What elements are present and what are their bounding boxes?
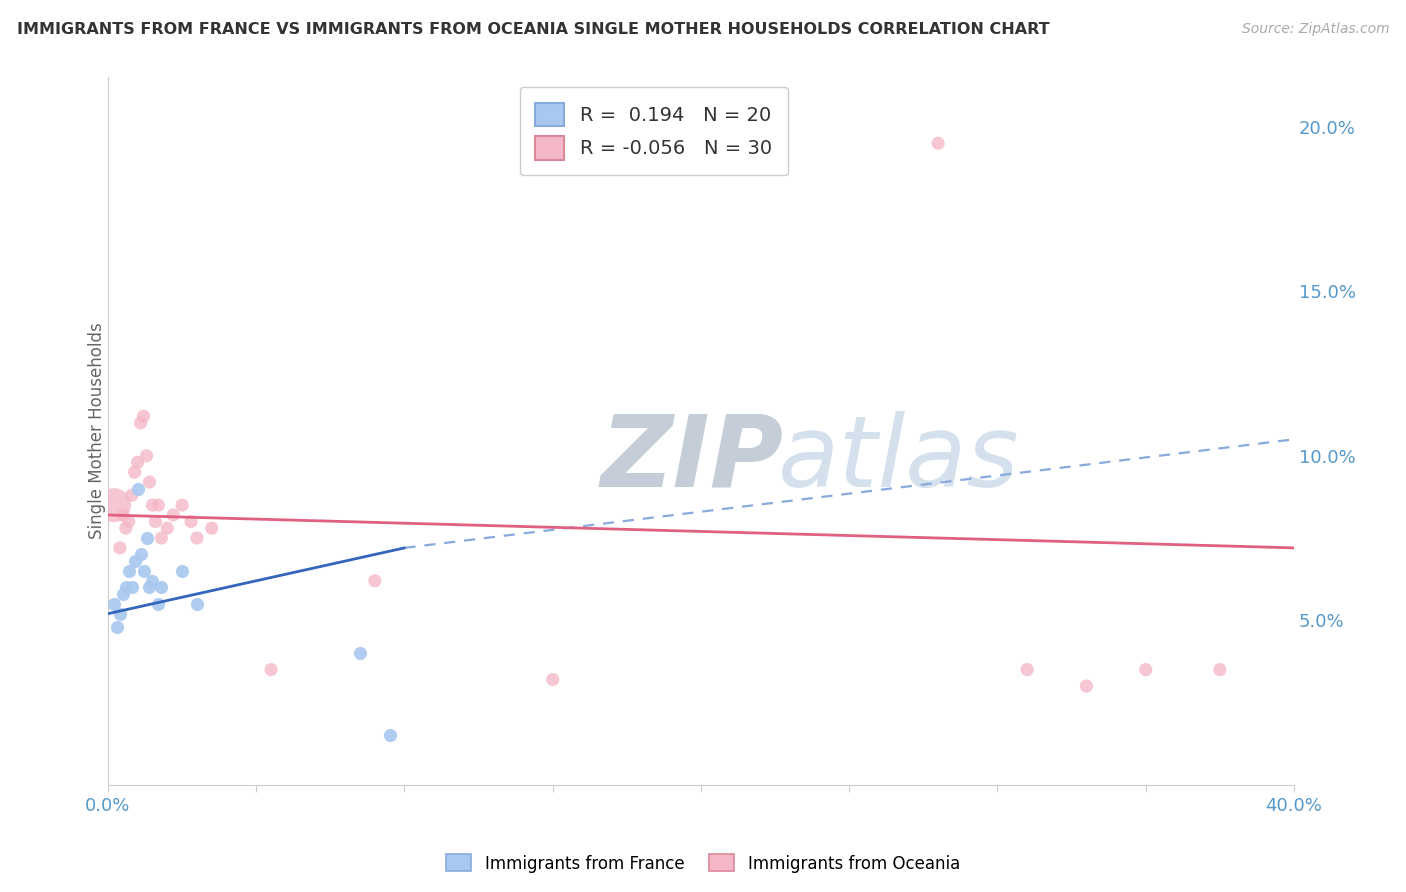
Point	[1076, 679, 1098, 693]
Text: Source: ZipAtlas.com: Source: ZipAtlas.com	[1241, 22, 1389, 37]
Point	[108, 607, 131, 621]
Point	[111, 587, 134, 601]
Point	[138, 580, 160, 594]
Point	[135, 449, 157, 463]
Point	[541, 673, 564, 687]
Point	[103, 498, 125, 512]
Text: atlas: atlas	[778, 411, 1019, 508]
Point	[172, 498, 194, 512]
Point	[129, 548, 152, 562]
Point	[124, 465, 146, 479]
Point	[364, 574, 387, 588]
Point	[172, 564, 194, 578]
Point	[132, 409, 155, 424]
Point	[108, 541, 131, 555]
Point	[121, 580, 143, 594]
Point	[180, 515, 202, 529]
Point	[141, 498, 163, 512]
Legend: R =  0.194   N = 20, R = -0.056   N = 30: R = 0.194 N = 20, R = -0.056 N = 30	[520, 87, 787, 176]
Point	[186, 531, 208, 545]
Point	[138, 475, 160, 489]
Point	[127, 455, 149, 469]
Point	[127, 482, 149, 496]
Point	[927, 136, 949, 151]
Point	[201, 521, 224, 535]
Point	[156, 521, 179, 535]
Point	[118, 515, 141, 529]
Point	[378, 728, 401, 742]
Point	[150, 580, 173, 594]
Point	[114, 521, 136, 535]
Point	[114, 580, 136, 594]
Point	[135, 531, 157, 545]
Point	[162, 508, 184, 522]
Point	[121, 488, 143, 502]
Point	[260, 663, 283, 677]
Point	[150, 531, 173, 545]
Point	[111, 508, 134, 522]
Point	[105, 620, 128, 634]
Point	[124, 554, 146, 568]
Point	[103, 597, 125, 611]
Legend: Immigrants from France, Immigrants from Oceania: Immigrants from France, Immigrants from …	[440, 847, 966, 880]
Point	[1135, 663, 1157, 677]
Point	[349, 646, 371, 660]
Point	[1209, 663, 1232, 677]
Point	[132, 564, 155, 578]
Point	[145, 515, 167, 529]
Y-axis label: Single Mother Households: Single Mother Households	[89, 323, 105, 540]
Point	[118, 564, 141, 578]
Point	[148, 597, 170, 611]
Point	[186, 597, 208, 611]
Point	[1017, 663, 1039, 677]
Text: IMMIGRANTS FROM FRANCE VS IMMIGRANTS FROM OCEANIA SINGLE MOTHER HOUSEHOLDS CORRE: IMMIGRANTS FROM FRANCE VS IMMIGRANTS FRO…	[17, 22, 1049, 37]
Text: ZIP: ZIP	[600, 411, 783, 508]
Point	[141, 574, 163, 588]
Point	[129, 416, 152, 430]
Point	[148, 498, 170, 512]
